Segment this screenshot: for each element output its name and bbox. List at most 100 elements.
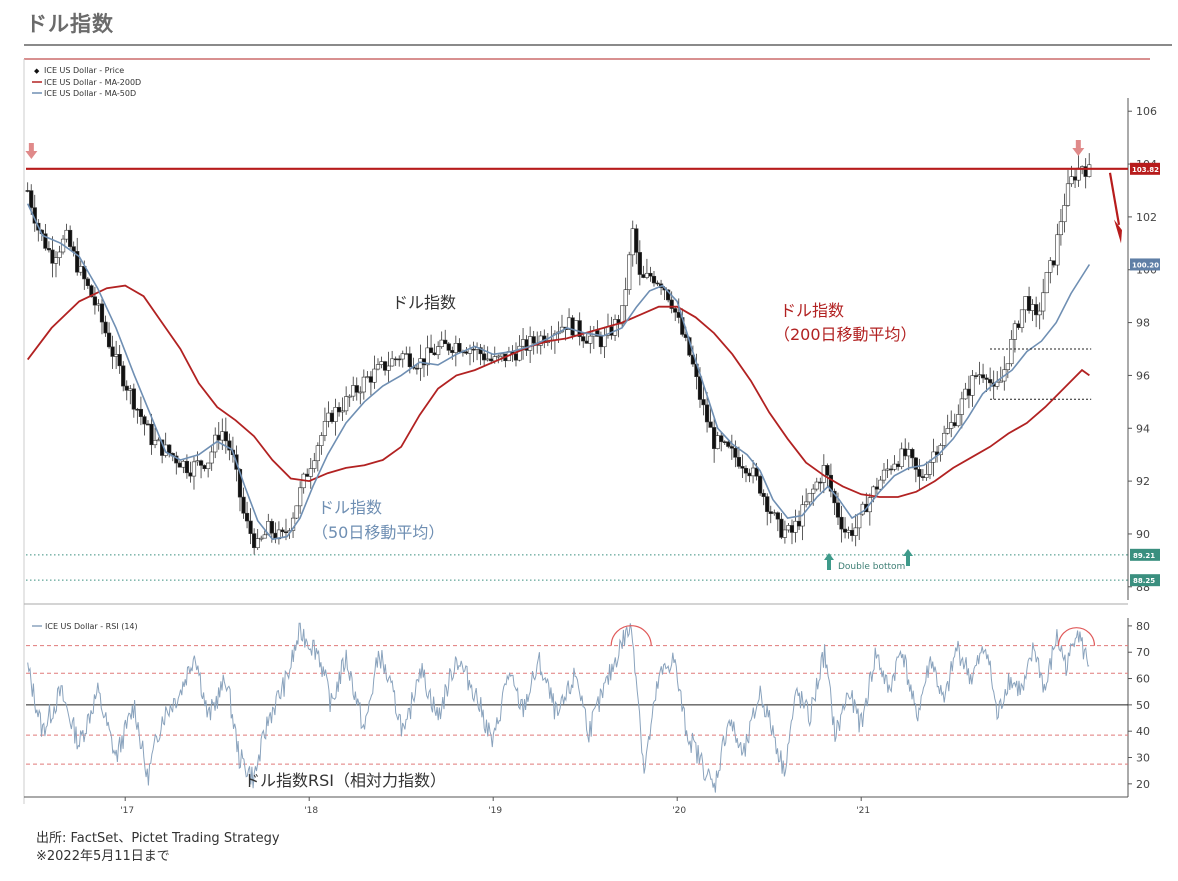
x-tick-label: '18 <box>304 806 318 816</box>
candle-body-up <box>114 354 119 357</box>
candle-body-up <box>191 461 197 477</box>
price-candle <box>1034 296 1039 328</box>
support-lines: 89.21 88.25 <box>26 548 1160 587</box>
price-candle <box>177 460 182 468</box>
price-candle <box>368 371 374 396</box>
price-candle <box>807 492 812 507</box>
rsi-overbought-arcs <box>610 625 1096 646</box>
price-candle <box>998 366 1003 383</box>
price-candle <box>351 376 356 401</box>
price-candle <box>920 468 926 481</box>
candle-body-up <box>1055 234 1060 266</box>
price-candle <box>1076 155 1081 187</box>
candle-body-down <box>722 441 727 443</box>
up-arrow-shaft <box>906 556 910 566</box>
candle-body-up <box>574 320 579 336</box>
price-candle <box>779 513 784 540</box>
price-candle <box>768 505 773 524</box>
candle-body-down <box>167 444 172 454</box>
price-candle <box>867 493 872 526</box>
price-candle <box>25 182 30 193</box>
price-candle <box>198 459 204 479</box>
support_1-tag-label: 89.21 <box>1133 552 1155 560</box>
price-candle <box>382 360 388 376</box>
price-candle <box>400 350 405 368</box>
candle-body-down <box>768 511 773 514</box>
candle-body-down <box>704 404 710 423</box>
price-candle <box>397 355 402 367</box>
candle-body-down <box>754 467 759 477</box>
price-candle <box>50 236 55 278</box>
price-candle <box>1023 296 1028 323</box>
candle-body-down <box>973 375 979 377</box>
candle-body-up <box>220 431 225 441</box>
price-candle <box>860 501 865 516</box>
price-tick-label: 102 <box>1136 211 1157 224</box>
x-tick-label: '19 <box>488 806 502 816</box>
price-candle <box>942 425 947 449</box>
candle-body-down <box>106 332 112 348</box>
x-tick-label: '21 <box>856 806 870 816</box>
price-candle <box>984 374 989 393</box>
candle-body-up <box>715 435 720 449</box>
price-candle <box>704 392 710 433</box>
candle-body-up <box>453 343 458 353</box>
price-candle <box>273 522 278 544</box>
price-candle <box>117 345 122 374</box>
candle-body-down <box>598 336 604 348</box>
candle-body-down <box>46 248 52 251</box>
candle-body-up <box>262 534 267 539</box>
price-candle <box>793 509 798 543</box>
price-candle <box>209 446 214 471</box>
price-candle <box>174 451 179 475</box>
candle-body-down <box>269 521 274 534</box>
double-bottom-annotation: Double bottom <box>838 562 905 572</box>
candle-body-down <box>177 462 182 468</box>
resistance-group: 103.82 <box>26 162 1160 244</box>
candle-body-down <box>103 321 108 334</box>
candle-body-up <box>53 257 59 264</box>
candle-body-up <box>181 460 186 468</box>
candle-body-down <box>835 502 841 518</box>
candle-body-up <box>294 505 299 519</box>
candle-body-down <box>280 529 285 533</box>
candle-body-down <box>736 457 742 467</box>
price-candle <box>1058 208 1064 246</box>
candle-body-up <box>1019 309 1025 328</box>
candle-body-down <box>457 343 462 353</box>
candle-body-down <box>666 289 671 301</box>
price-candle <box>404 346 409 356</box>
price-candle <box>878 476 883 490</box>
candle-body-down <box>903 448 908 457</box>
price-candle <box>138 396 144 426</box>
candle-body-up <box>878 479 883 490</box>
candle-body-up <box>1058 221 1064 236</box>
price-candle <box>758 474 763 496</box>
price-candle <box>202 464 207 472</box>
price-candle <box>340 397 345 421</box>
price-candle <box>312 452 317 473</box>
price-candle <box>432 343 437 356</box>
price-candle <box>336 402 342 417</box>
price-candle <box>248 508 253 545</box>
candle-body-down <box>283 531 289 534</box>
candle-body-down <box>149 423 154 446</box>
price-candle <box>892 455 897 472</box>
candle-body-up <box>750 467 756 477</box>
resistance-tag-label: 103.82 <box>1132 166 1159 174</box>
price-candle <box>959 391 964 429</box>
candle-body-up <box>1041 292 1046 312</box>
price-candle <box>956 404 961 428</box>
candle-body-up <box>1012 323 1018 340</box>
candle-body-down <box>825 465 830 476</box>
price-candle <box>85 276 90 289</box>
candle-body-down <box>743 467 749 474</box>
candle-body-up <box>807 492 812 503</box>
price-candle <box>789 519 795 545</box>
up-arrow-shaft <box>827 560 831 570</box>
candle-body-down <box>966 388 972 396</box>
candle-body-up <box>156 439 161 442</box>
range-lines <box>990 348 1092 400</box>
price-candle <box>114 340 119 369</box>
candle-body-up <box>885 468 890 471</box>
